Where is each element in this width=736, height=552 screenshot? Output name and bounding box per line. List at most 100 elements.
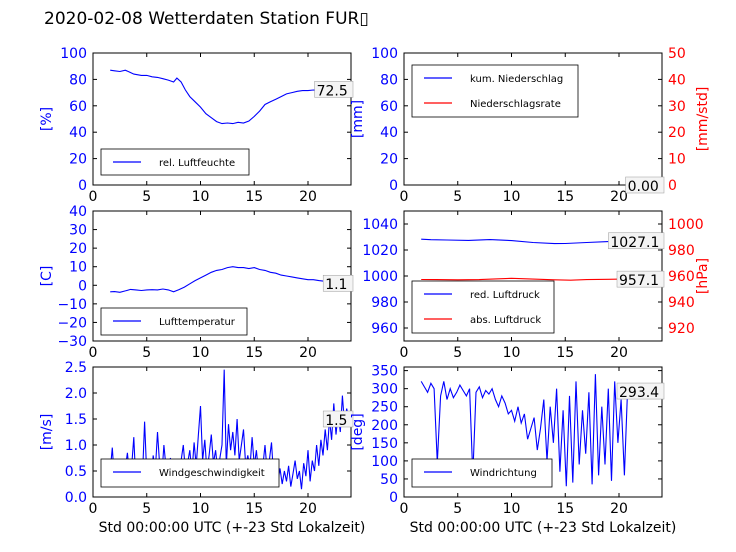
- subplot-precip: 0 5 10 15 20 0 20 40 60 80 100 0 10 20 30 40 50 [mm] [mm/s…: [350, 46, 711, 205]
- value-label: 0.00: [628, 179, 659, 195]
- y-tick-label: 80: [380, 72, 398, 88]
- legend: kum. Niederschlag Niederschlagsrate: [411, 64, 579, 118]
- legend: red. Luftdruck abs. Luftdruck: [411, 280, 555, 334]
- x-tick-label: 0: [400, 501, 409, 517]
- axes-frame: [403, 52, 663, 186]
- y-tick-label: 0: [389, 178, 398, 194]
- y-tick-label: 100: [371, 454, 398, 470]
- legend-box: [411, 458, 553, 488]
- legend-label: rel. Luftfeuchte: [159, 158, 235, 169]
- y-tick-label: 10: [69, 260, 87, 276]
- y-axis-label: [mm]: [350, 100, 366, 138]
- value-label-box: [322, 274, 354, 292]
- y-right-axis-label: [mm/std]: [695, 87, 711, 152]
- y-tick-label: 2.5: [65, 360, 87, 376]
- value-label-box: [322, 410, 354, 428]
- y-tick-label: 960: [371, 321, 398, 337]
- y-right-tick-label: 960: [668, 269, 695, 285]
- y-tick-label: 100: [60, 46, 87, 62]
- x-axis-label: Std 00:00:00 UTC (+-23 Std Lokalzeit): [410, 520, 677, 536]
- y-tick-label: 60: [69, 99, 87, 115]
- value-label: 1.1: [325, 277, 347, 293]
- series-group: [110, 69, 351, 125]
- x-tick-label: 5: [142, 345, 151, 361]
- y-tick-label: 1000: [362, 269, 398, 285]
- y-tick-label: 1020: [362, 243, 398, 259]
- y-tick-label: −10: [57, 297, 87, 313]
- y-right-tick-label: 980: [668, 243, 695, 259]
- value-label-box: [314, 81, 354, 98]
- x-tick-label: 15: [245, 345, 263, 361]
- value-label-box: [616, 270, 665, 288]
- y-tick-label: 2.0: [65, 386, 87, 402]
- series-group: [420, 374, 662, 487]
- x-tick-label: 20: [610, 345, 628, 361]
- value-label: 1027.1: [610, 235, 659, 251]
- y-right-tick-label: 920: [668, 321, 695, 337]
- axes-frame: [92, 52, 352, 186]
- legend-label: kum. Niederschlag: [470, 74, 563, 85]
- y-tick-label: 0: [78, 278, 87, 294]
- legend: rel. Luftfeuchte: [100, 148, 250, 176]
- legend-label: Windrichtung: [470, 468, 537, 479]
- y-tick-label: 0.5: [65, 464, 87, 480]
- y-tick-label: 200: [371, 418, 398, 434]
- legend: Windrichtung: [411, 458, 553, 488]
- y-tick-label: 100: [371, 46, 398, 62]
- subplot-windspeed: 0 5 10 15 20 0.0 0.5 1.0 1.5 2.0 2.5 [m/s] Std 00:00…: [39, 360, 365, 536]
- x-tick-label: 15: [245, 189, 263, 205]
- series-line-humidity-0: [110, 69, 351, 125]
- y-right-tick-label: 1000: [668, 217, 704, 233]
- y-right-tick-label: 40: [668, 72, 686, 88]
- y-tick-label: −20: [57, 315, 87, 331]
- x-tick-label: 10: [192, 345, 210, 361]
- series-line-temperature-0: [110, 266, 351, 293]
- y-tick-label: 40: [380, 125, 398, 141]
- x-tick-label: 10: [192, 501, 210, 517]
- x-tick-label: 0: [89, 501, 98, 517]
- x-tick-label: 0: [400, 345, 409, 361]
- x-tick-label: 0: [400, 189, 409, 205]
- x-tick-label: 5: [453, 345, 462, 361]
- legend-box: [411, 64, 579, 118]
- x-tick-label: 15: [556, 345, 574, 361]
- figure-title: 2020-02-08 Wetterdaten Station FUR▯: [44, 9, 369, 29]
- legend: Lufttemperatur: [100, 307, 248, 336]
- x-tick-label: 20: [299, 501, 317, 517]
- y-right-tick-label: 940: [668, 295, 695, 311]
- subplot-temperature: 0 5 10 15 20 −30 −20 −10 0 10 20 30 40 [C] 1.1 Lufttemp…: [39, 204, 354, 361]
- x-tick-label: 20: [299, 345, 317, 361]
- x-tick-label: 10: [503, 345, 521, 361]
- legend-label: abs. Luftdruck: [470, 315, 541, 326]
- value-label-box: [616, 382, 665, 400]
- series-line-winddir-0: [420, 374, 662, 487]
- y-right-tick-label: 0: [668, 178, 677, 194]
- x-tick-label: 5: [453, 189, 462, 205]
- x-tick-label: 20: [610, 189, 628, 205]
- series-group: [110, 266, 351, 293]
- y-tick-label: 0: [389, 490, 398, 506]
- x-tick-label: 10: [192, 189, 210, 205]
- y-tick-label: 40: [69, 204, 87, 220]
- y-right-tick-label: 20: [668, 125, 686, 141]
- x-tick-label: 10: [503, 501, 521, 517]
- axes-frame: [92, 366, 352, 498]
- x-tick-label: 0: [89, 189, 98, 205]
- y-tick-label: 250: [371, 400, 398, 416]
- legend-box: [100, 458, 280, 488]
- legend: Windgeschwindigkeit: [100, 458, 280, 488]
- x-tick-label: 5: [142, 189, 151, 205]
- value-label: 957.1: [619, 273, 659, 289]
- x-tick-label: 15: [556, 189, 574, 205]
- y-right-tick-label: 30: [668, 99, 686, 115]
- y-tick-label: 30: [69, 223, 87, 239]
- axes-frame: [403, 366, 663, 498]
- y-tick-label: 20: [69, 241, 87, 257]
- y-axis-label: [deg]: [350, 413, 366, 450]
- y-tick-label: 0.0: [65, 490, 87, 506]
- y-right-axis-label: [hPa]: [695, 258, 711, 294]
- value-label-box: [608, 232, 665, 250]
